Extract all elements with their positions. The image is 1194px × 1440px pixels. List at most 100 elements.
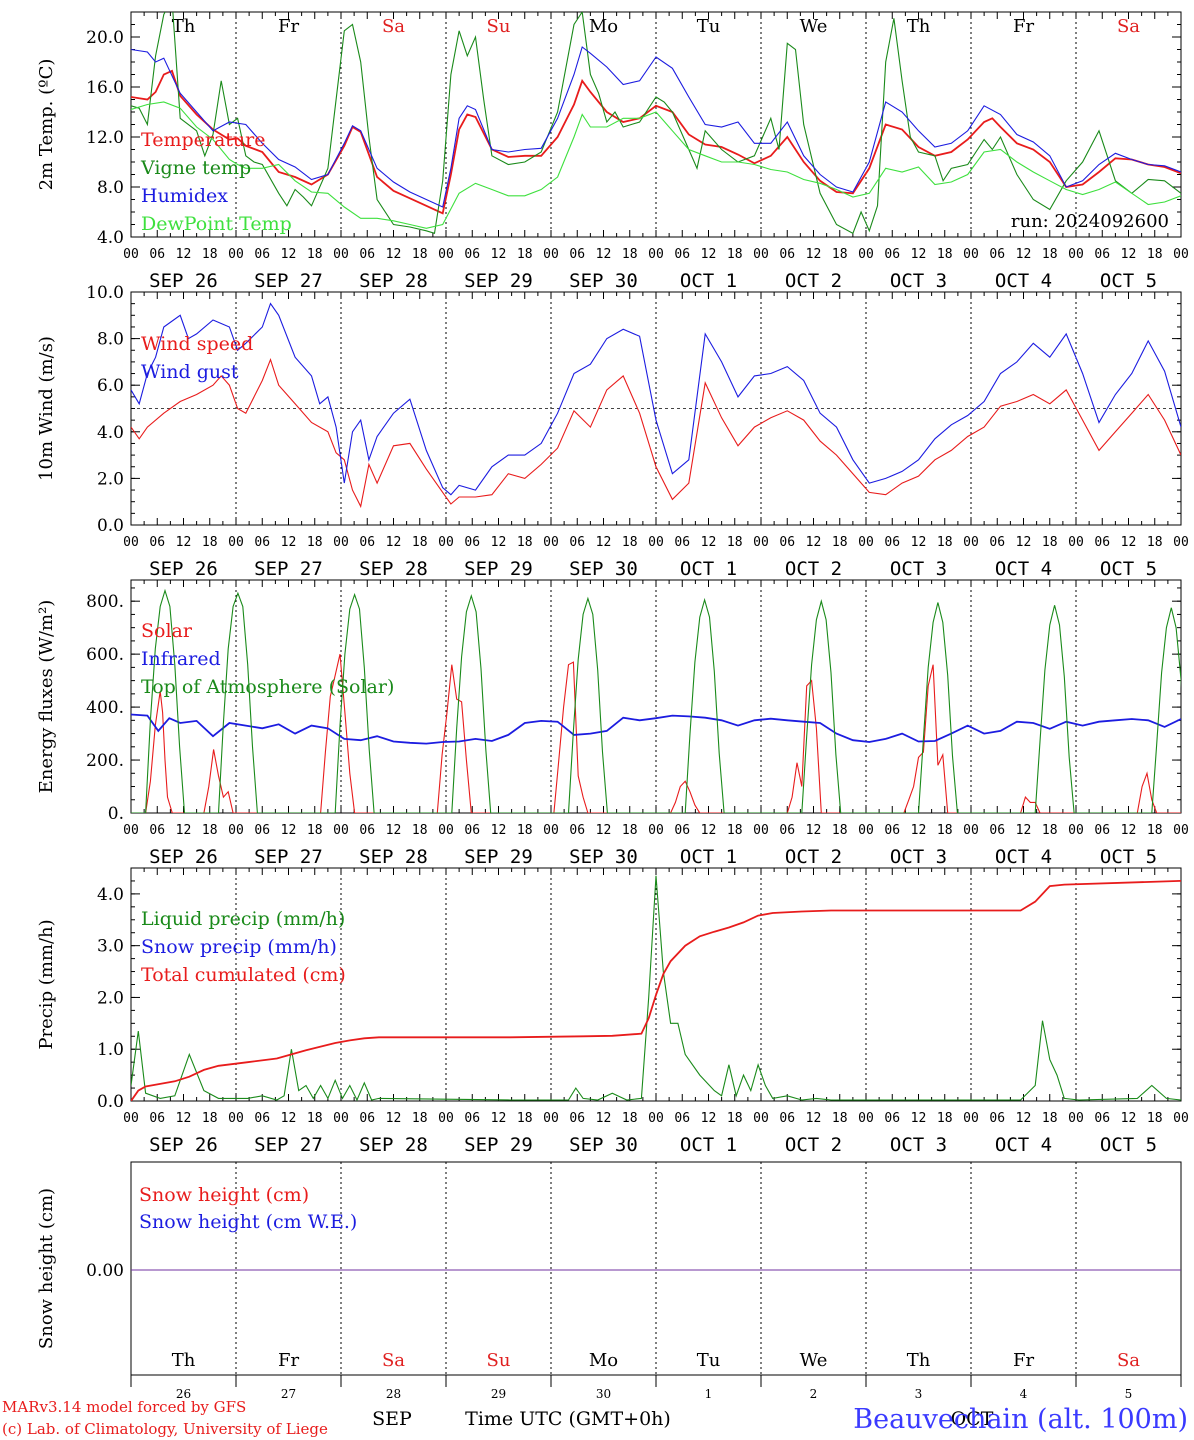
weekday-label: Sa [1117, 1350, 1140, 1371]
hour-tick-label: 00 [1173, 247, 1189, 262]
hour-tick-label: 18 [307, 535, 323, 550]
hour-tick-label: 00 [648, 247, 664, 262]
hour-tick-label: 00 [228, 535, 244, 550]
date-label: OCT 3 [890, 846, 947, 868]
hour-tick-label: 18 [1042, 823, 1058, 838]
date-label: OCT 2 [785, 558, 842, 580]
hour-tick-label: 12 [1016, 823, 1032, 838]
hour-tick-label: 06 [569, 823, 585, 838]
date-label: OCT 4 [995, 1134, 1052, 1156]
hour-tick-label: 18 [412, 1111, 428, 1126]
hour-tick-label: 00 [858, 1111, 874, 1126]
hour-tick-label: 06 [359, 1111, 375, 1126]
hour-tick-label: 18 [202, 1111, 218, 1126]
y-tick-label: 0.00 [86, 1261, 124, 1281]
hour-tick-label: 18 [937, 1111, 953, 1126]
series-lines [131, 875, 1181, 1101]
legend-entry: Solar [141, 620, 193, 642]
hour-tick-label: 00 [963, 823, 979, 838]
hour-tick-label: 00 [438, 535, 454, 550]
day-number-label: 27 [281, 1387, 296, 1401]
hour-tick-label: 12 [806, 823, 822, 838]
date-label: OCT 5 [1100, 558, 1157, 580]
hour-tick-label: 06 [1094, 247, 1110, 262]
precip-panel: 0.0 1.0 2.0 3.0 4.0 Precip (mm/h) 00 06 12 18 SEP … [36, 867, 1189, 1156]
y-tick-label: 4.0 [97, 885, 124, 905]
day-number-label: 1 [705, 1387, 713, 1401]
y-tick-label: 0.0 [97, 516, 124, 536]
hour-tick-label: 06 [779, 1111, 795, 1126]
hour-tick-label: 18 [937, 535, 953, 550]
hour-tick-label: 06 [464, 535, 480, 550]
hour-tick-label: 18 [727, 823, 743, 838]
weekday-label: Tu [697, 16, 721, 37]
y-tick-label: 1.0 [97, 1040, 124, 1060]
hour-tick-label: 12 [281, 247, 297, 262]
hour-tick-label: 18 [1042, 247, 1058, 262]
hour-tick-label: 18 [1147, 535, 1163, 550]
hour-tick-label: 18 [727, 535, 743, 550]
date-label: SEP 30 [569, 270, 638, 292]
weekday-label: Th [907, 16, 931, 37]
hour-tick-label: 12 [386, 823, 402, 838]
day-number-label: 2 [810, 1387, 818, 1401]
hour-tick-label: 00 [333, 823, 349, 838]
hour-tick-label: 00 [753, 823, 769, 838]
x-axis-title: Time UTC (GMT+0h) [465, 1408, 671, 1430]
hour-tick-label: 06 [989, 823, 1005, 838]
date-label: OCT 5 [1100, 1134, 1157, 1156]
hour-tick-label: 12 [176, 247, 192, 262]
hour-tick-label: 00 [543, 1111, 559, 1126]
date-label: OCT 3 [890, 1134, 947, 1156]
run-label: run: 2024092600 [1011, 211, 1169, 232]
y-tick-label: 12.0 [86, 128, 124, 148]
hour-tick-label: 12 [701, 1111, 717, 1126]
series-line [131, 101, 1181, 229]
weekday-label: Th [907, 1350, 931, 1371]
hour-tick-label: 12 [386, 1111, 402, 1126]
hour-tick-label: 12 [806, 247, 822, 262]
legend-entry: Top of Atmosphere (Solar) [141, 676, 394, 698]
hour-tick-label: 00 [1068, 823, 1084, 838]
hour-tick-label: 00 [648, 535, 664, 550]
temperature-panel: 4.0 8.0 12.0 16.0 20.0 2m Temp. (ºC) 00 06 12 18 S… [36, 11, 1189, 292]
date-label: SEP 29 [464, 558, 533, 580]
date-label: SEP 26 [149, 846, 218, 868]
hour-tick-label: 18 [832, 535, 848, 550]
date-label: SEP 30 [569, 846, 638, 868]
legend-entry: Liquid precip (mm/h) [141, 908, 345, 930]
hour-tick-label: 12 [596, 1111, 612, 1126]
date-label: OCT 3 [890, 270, 947, 292]
hour-tick-label: 18 [517, 535, 533, 550]
hour-tick-label: 12 [176, 535, 192, 550]
y-tick-label: 8.0 [97, 178, 124, 198]
hour-tick-label: 18 [517, 1111, 533, 1126]
month-label-sep: SEP [372, 1408, 412, 1430]
hour-tick-label: 00 [228, 1111, 244, 1126]
date-label: SEP 28 [359, 558, 428, 580]
model-credit: MARv3.14 model forced by GFS [2, 1398, 246, 1416]
hour-tick-label: 12 [911, 1111, 927, 1126]
hour-tick-label: 00 [438, 823, 454, 838]
hour-tick-label: 06 [674, 1111, 690, 1126]
date-label: OCT 2 [785, 1134, 842, 1156]
date-label: SEP 28 [359, 270, 428, 292]
hour-tick-label: 06 [779, 535, 795, 550]
hour-tick-label: 18 [1147, 247, 1163, 262]
series-line [131, 302, 1181, 496]
hour-tick-label: 18 [412, 535, 428, 550]
hour-tick-label: 18 [1147, 1111, 1163, 1126]
hour-tick-label: 00 [648, 1111, 664, 1126]
y-tick-label: 10.0 [86, 283, 124, 303]
date-label: SEP 28 [359, 846, 428, 868]
hour-tick-label: 12 [386, 535, 402, 550]
hour-tick-label: 06 [674, 535, 690, 550]
series-line [131, 357, 1181, 509]
weekday-label: Su [487, 1350, 511, 1371]
hour-tick-label: 00 [1068, 1111, 1084, 1126]
hour-tick-label: 18 [832, 1111, 848, 1126]
weekday-label: We [800, 16, 828, 37]
hour-tick-label: 12 [1121, 247, 1137, 262]
legend-entry: Temperature [141, 129, 265, 151]
hour-tick-label: 06 [464, 247, 480, 262]
